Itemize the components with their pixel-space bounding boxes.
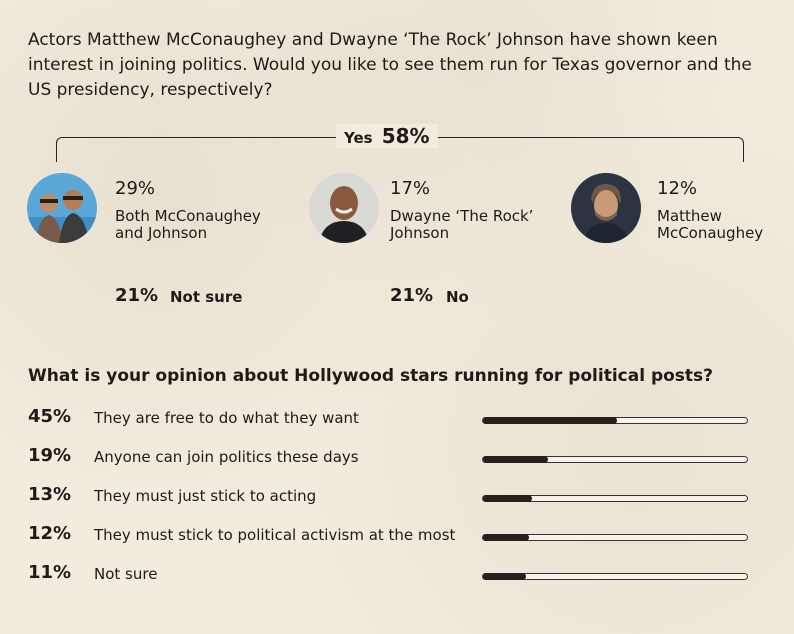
- bar-value-label: 11%: [28, 562, 72, 583]
- not-sure-percent: 21%: [115, 285, 159, 306]
- option-2-label: Dwayne ‘The Rock’ Johnson: [390, 207, 534, 242]
- option-1-percent: 29%: [115, 178, 156, 199]
- bar-track: [482, 456, 748, 463]
- option-2-percent: 17%: [390, 178, 431, 199]
- no-label: No: [446, 288, 469, 306]
- option-3-percent: 12%: [657, 178, 698, 199]
- no-percent: 21%: [390, 285, 434, 306]
- bar: [483, 573, 526, 580]
- bar-value-label: 12%: [28, 523, 72, 544]
- bar-category-label: They are free to do what they want: [94, 409, 359, 427]
- question-2-title: What is your opinion about Hollywood sta…: [28, 366, 714, 386]
- bar-category-label: They must just stick to acting: [94, 487, 317, 505]
- bar-track: [482, 417, 748, 424]
- bar-value-label: 45%: [28, 406, 72, 427]
- yes-label: Yes: [344, 129, 373, 147]
- bar-category-label: They must stick to political activism at…: [94, 526, 456, 544]
- dwayne-johnson-avatar: [309, 173, 379, 243]
- bar-value-label: 19%: [28, 445, 72, 466]
- bar: [483, 495, 532, 502]
- bar-category-label: Not sure: [94, 565, 158, 583]
- bar: [483, 417, 617, 424]
- matthew-mcconaughey-avatar: [571, 173, 641, 243]
- bar-value-label: 13%: [28, 484, 72, 505]
- option-1-label: Both McConaughey and Johnson: [115, 207, 261, 242]
- yes-summary: Yes 58%: [336, 124, 438, 148]
- bar: [483, 456, 548, 463]
- both-actors-avatar: [27, 173, 97, 243]
- question-1-title: Actors Matthew McConaughey and Dwayne ‘T…: [28, 30, 752, 100]
- not-sure-label: Not sure: [170, 288, 243, 306]
- bar-track: [482, 495, 748, 502]
- yes-value: 58%: [381, 124, 430, 148]
- bar-track: [482, 534, 748, 541]
- option-3-label: Matthew McConaughey: [657, 207, 764, 242]
- bar-track: [482, 573, 748, 580]
- bar-category-label: Anyone can join politics these days: [94, 448, 359, 466]
- bar: [483, 534, 529, 541]
